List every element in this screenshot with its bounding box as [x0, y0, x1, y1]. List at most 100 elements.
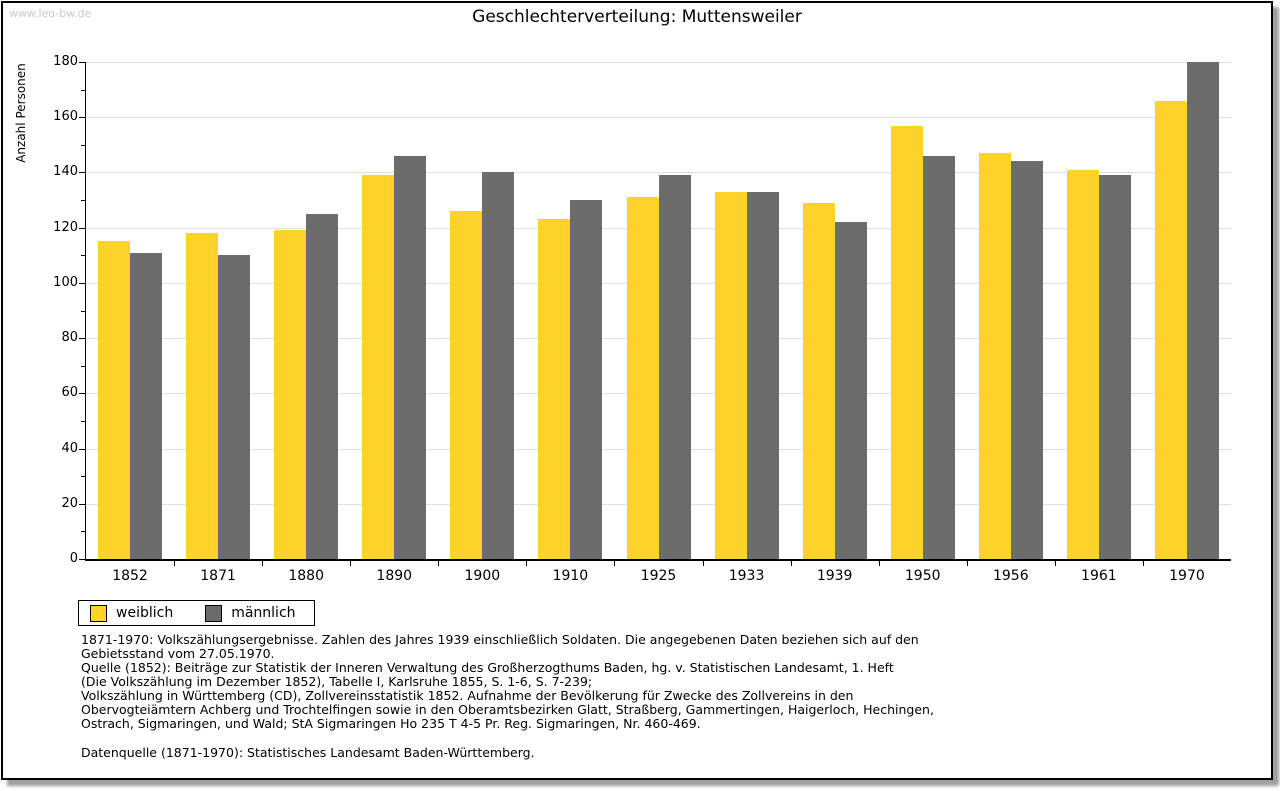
y-minor-tick [81, 476, 85, 478]
y-tick [79, 448, 85, 450]
footnote-line: Obervogteiämtern Achberg und Trochtelfin… [81, 702, 934, 717]
footnote-line: 1871-1970: Volkszählungsergebnisse. Zahl… [81, 632, 919, 647]
y-minor-tick [81, 365, 85, 367]
y-tick-label: 100 [53, 274, 78, 290]
legend: weiblich männlich [78, 600, 315, 626]
x-tick-label: 1933 [728, 568, 765, 584]
bar-maennlich-1933 [746, 191, 779, 559]
y-tick [79, 559, 85, 560]
x-tick [350, 561, 352, 566]
x-tick [1054, 561, 1056, 566]
plot-area: 0 20 40 60 80 100 120 140 160 180 1852 1871 1880 1890… [53, 55, 1231, 584]
y-tick-label: 180 [53, 54, 78, 69]
footnote-line: Quelle (1852): Beiträge zur Statistik de… [81, 660, 894, 675]
legend-label: männlich [231, 605, 296, 621]
bar-maennlich-1925 [658, 175, 691, 559]
x-tick-label: 1961 [1081, 568, 1117, 584]
bar-weiblich-1933 [714, 191, 747, 559]
bar-maennlich-1852 [130, 252, 163, 559]
y-minor-tick [81, 200, 85, 202]
chart-window: www.leo-bw.de Geschlechterverteilung: Mu… [1, 1, 1273, 780]
y-tick [79, 282, 85, 284]
bar-weiblich-1925 [626, 197, 659, 559]
data-source-line: Datenquelle (1871-1970): Statistisches L… [81, 745, 535, 760]
bar-weiblich-1880 [274, 230, 307, 559]
x-tick [174, 561, 176, 566]
y-tick-label: 120 [53, 219, 78, 235]
x-tick-label: 1871 [200, 568, 236, 584]
bar-maennlich-1880 [306, 213, 339, 559]
bar-weiblich-1900 [450, 211, 483, 559]
y-tick [79, 117, 85, 119]
y-minor-tick [81, 144, 85, 146]
y-tick [79, 227, 85, 229]
y-tick-label: 80 [61, 330, 78, 346]
x-tick-label: 1880 [288, 568, 324, 584]
bar-maennlich-1950 [922, 155, 955, 559]
bar-maennlich-1961 [1098, 175, 1131, 559]
bar-maennlich-1871 [218, 255, 251, 559]
x-tick [966, 561, 968, 566]
footnote-line: Volkszählung in Württemberg (CD), Zollve… [81, 688, 854, 703]
x-tick [262, 561, 264, 566]
y-tick [79, 338, 85, 340]
y-tick [79, 503, 85, 505]
y-tick-label: 40 [61, 440, 78, 456]
bar-weiblich-1852 [98, 241, 131, 559]
chart-title: Geschlechterverteilung: Muttensweiler [472, 7, 802, 27]
x-tick-label: 1939 [816, 568, 853, 584]
y-tick-label: 160 [53, 109, 78, 125]
bar-maennlich-1910 [570, 200, 603, 559]
x-tick [614, 561, 616, 566]
footnote-line: (Die Volkszählung im Dezember 1852), Tab… [81, 674, 593, 689]
bar-maennlich-1890 [394, 155, 427, 559]
y-minor-tick [81, 420, 85, 422]
gridline [86, 172, 1231, 174]
legend-label: weiblich [116, 605, 174, 621]
x-tick-label: 1852 [112, 568, 148, 584]
bar-maennlich-1956 [1010, 161, 1043, 559]
legend-swatch-weiblich [90, 604, 107, 622]
watermark-url: www.leo-bw.de [9, 7, 92, 20]
x-tick [1142, 561, 1144, 566]
legend-item-weiblich: weiblich [90, 604, 174, 622]
y-tick-label: 140 [53, 164, 78, 180]
x-tick-label: 1900 [464, 568, 501, 584]
y-tick-label: 20 [61, 495, 78, 511]
y-minor-tick [81, 531, 85, 533]
x-tick-label: 1956 [992, 568, 1029, 584]
bar-weiblich-1961 [1066, 169, 1099, 559]
x-tick-label: 1910 [552, 568, 589, 584]
y-minor-tick [81, 89, 85, 91]
gridline [86, 62, 1231, 63]
y-tick-label: 60 [61, 385, 78, 401]
y-tick [79, 172, 85, 174]
footnotes: 1871-1970: Volkszählungsergebnisse. Zahl… [81, 633, 934, 731]
x-tick [878, 561, 880, 566]
footnote-line: Gebietsstand vom 27.05.1970. [81, 646, 275, 661]
bar-weiblich-1890 [362, 175, 395, 559]
x-tick-label: 1890 [376, 568, 413, 584]
bar-weiblich-1956 [978, 153, 1011, 559]
y-tick [79, 393, 85, 395]
y-axis-label: Anzahl Personen [14, 63, 28, 163]
footnote-line: Ostrach, Sigmaringen, und Wald; StA Sigm… [81, 716, 701, 731]
bar-weiblich-1871 [186, 233, 219, 559]
gridline [86, 117, 1231, 119]
legend-swatch-maennlich [205, 604, 223, 622]
x-tick-label: 1970 [1169, 568, 1205, 584]
y-tick [79, 62, 85, 63]
bar-weiblich-1939 [802, 202, 835, 559]
bar-weiblich-1950 [890, 125, 923, 559]
x-tick [526, 561, 528, 566]
bar-weiblich-1970 [1154, 100, 1187, 559]
bar-maennlich-1970 [1186, 62, 1219, 559]
y-minor-tick [81, 310, 85, 312]
x-tick-label: 1925 [640, 568, 677, 584]
x-tick-label: 1950 [904, 568, 941, 584]
x-tick [790, 561, 792, 566]
y-tick-label: 0 [69, 551, 78, 566]
x-tick [702, 561, 704, 566]
bar-maennlich-1939 [834, 222, 867, 559]
x-tick [438, 561, 440, 566]
